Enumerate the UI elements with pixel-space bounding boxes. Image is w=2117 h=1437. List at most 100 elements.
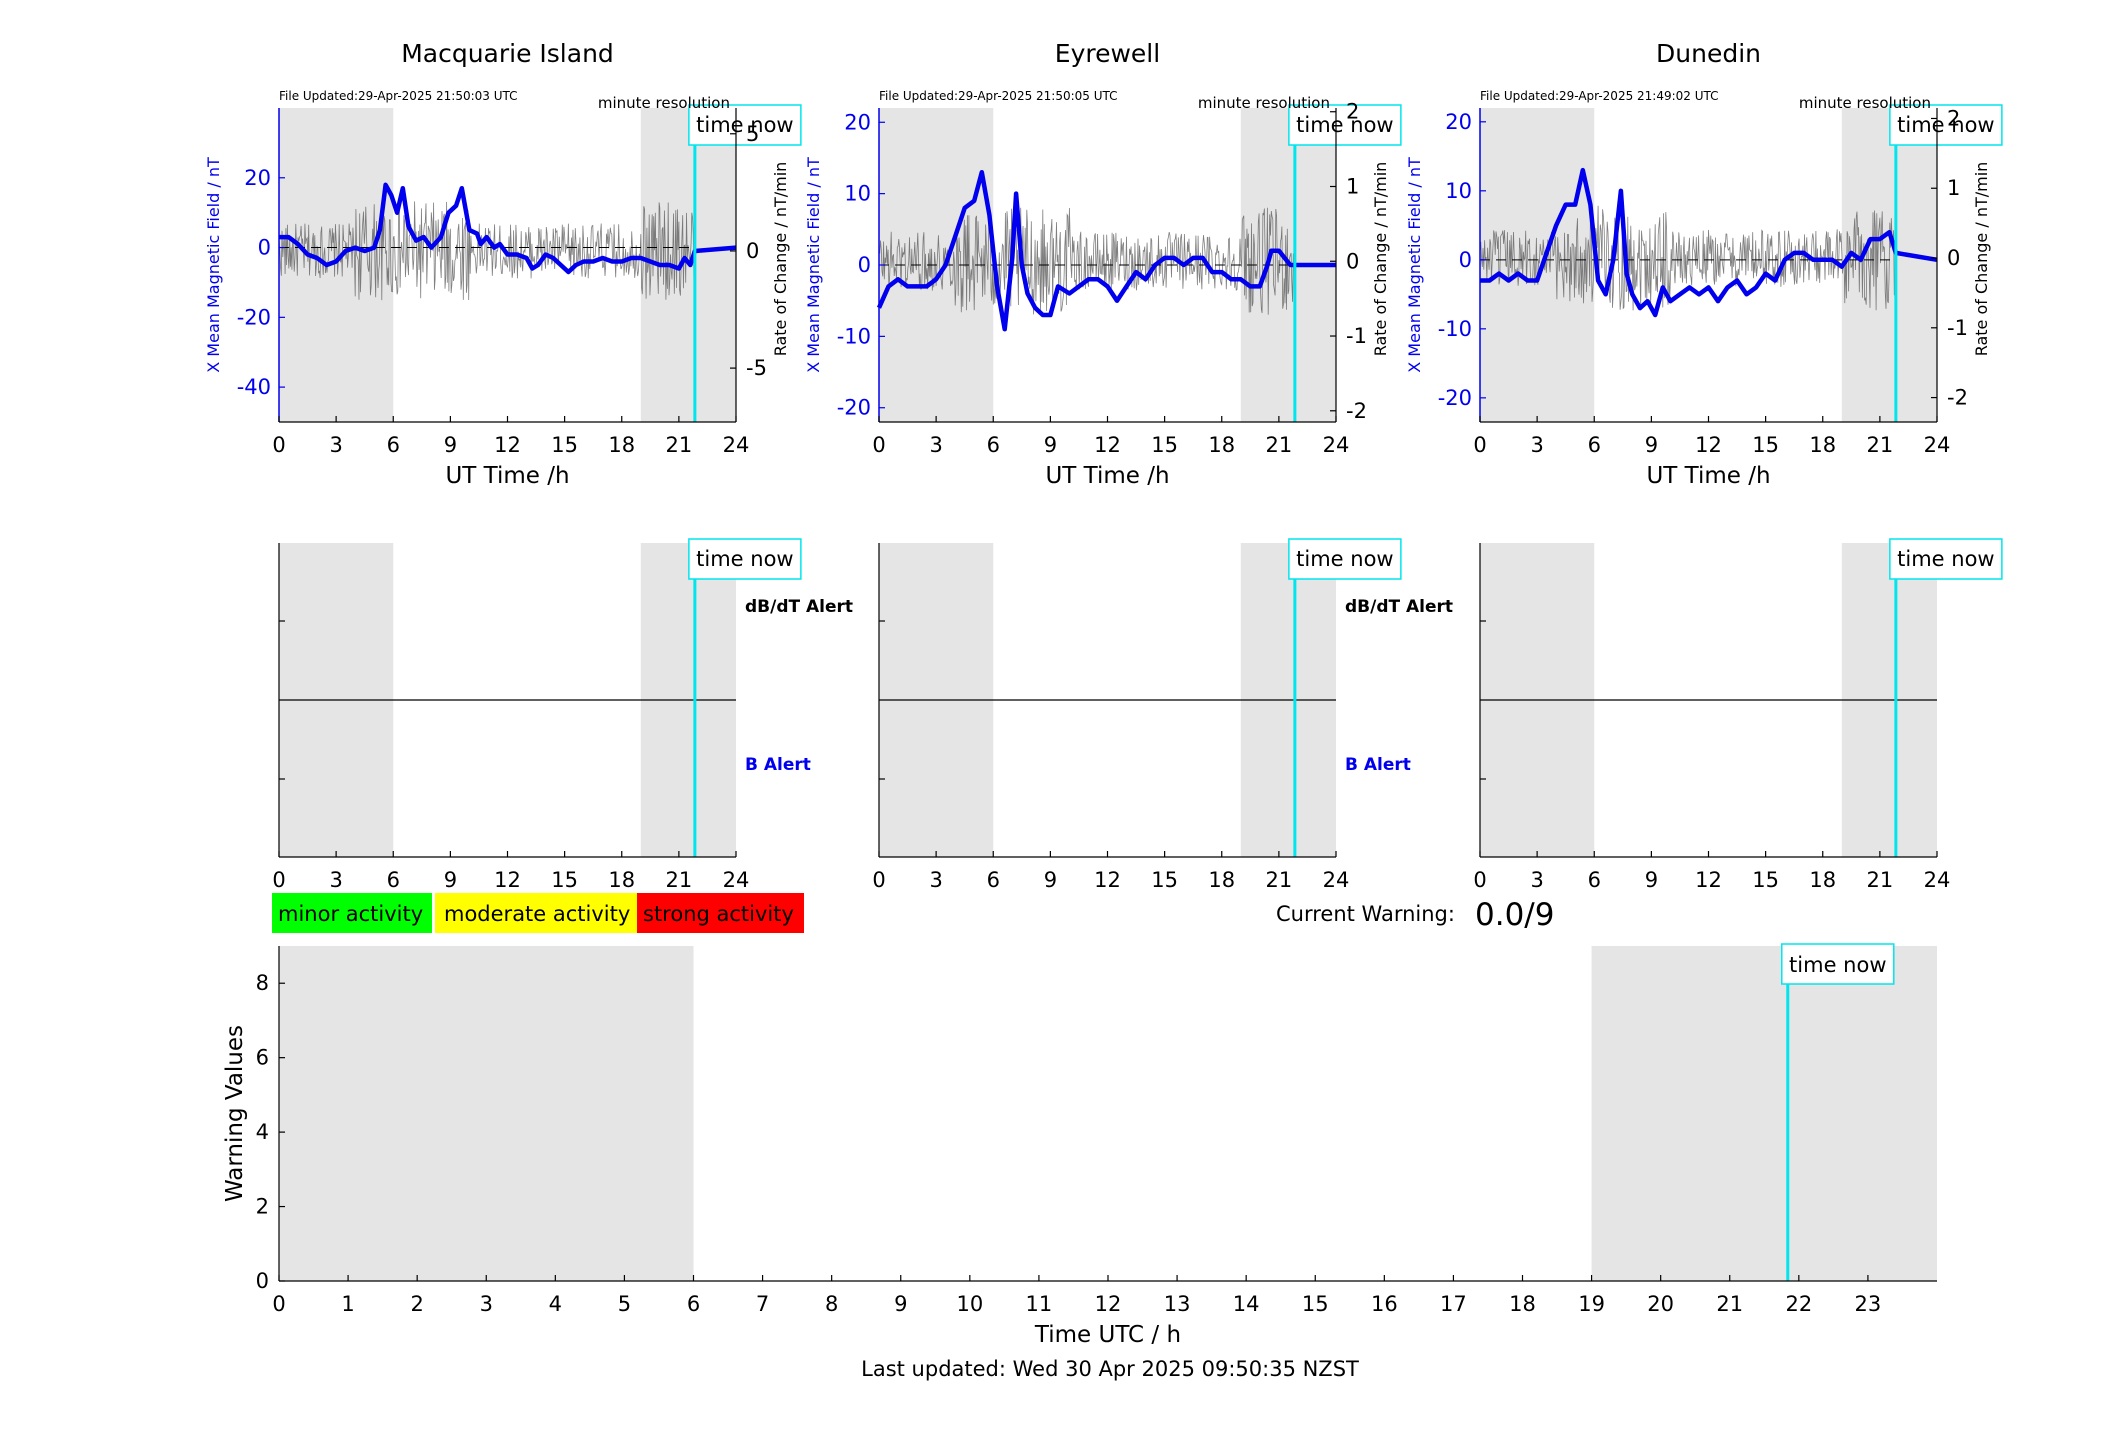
right-tick-label: 5 — [746, 122, 759, 146]
legend-strong-swatch — [637, 893, 804, 933]
alert-panel-2: time now 0 3 6 9 12 15 18 21 24 — [1473, 538, 2003, 892]
x-tick-label: 9 — [1645, 868, 1658, 892]
station-title: Macquarie Island — [401, 39, 614, 68]
x-tick-label: 8 — [825, 1292, 838, 1316]
mean-field-line — [1480, 167, 1938, 318]
x-tick-label: 9 — [1645, 433, 1658, 457]
x-tick-label: 6 — [387, 868, 400, 892]
time-now-box — [1288, 104, 1402, 146]
time-now-box — [1889, 104, 2003, 146]
right-tick-label: -1 — [1947, 316, 1968, 340]
time-now-label: time now — [1897, 113, 1994, 137]
x-tick-label: 16 — [1371, 1292, 1398, 1316]
right-tick-label: 1 — [1947, 176, 1960, 200]
right-tick-label: -1 — [1346, 324, 1367, 348]
x-tick-label: 19 — [1578, 1292, 1605, 1316]
legend-minor-swatch — [272, 893, 432, 933]
x-tick-label: 24 — [1323, 868, 1350, 892]
legend-strong-label: strong activity — [643, 902, 794, 926]
x-tick-label: 18 — [608, 433, 635, 457]
x-tick-label: 15 — [551, 433, 578, 457]
left-tick-label: 20 — [844, 110, 871, 134]
x-tick-label: 9 — [1044, 433, 1057, 457]
left-tick-label: -20 — [237, 305, 271, 329]
mean-field-line — [279, 182, 737, 275]
y-tick-label: 6 — [256, 1046, 269, 1070]
right-tick-label: 2 — [1947, 106, 1960, 130]
x-tick-label: 15 — [551, 868, 578, 892]
current-warning-value: 0.0/9 — [1475, 897, 1554, 933]
x-tick-label: 12 — [1094, 868, 1121, 892]
resolution-label: minute resolution — [1799, 94, 1931, 112]
alert-panel-1: time now 0 3 6 9 12 15 18 21 24 dB/dT Alert B Alert — [872, 538, 1453, 892]
x-tick-label: 18 — [608, 868, 635, 892]
file-updated: File Updated:29-Apr-2025 21:50:05 UTC — [879, 89, 1118, 103]
x-axis-label: UT Time /h — [1045, 463, 1169, 489]
x-tick-label: 15 — [1151, 433, 1178, 457]
x-tick-label: 18 — [1208, 868, 1235, 892]
legend-moderate-label: moderate activity — [444, 902, 630, 926]
time-now-label: time now — [696, 547, 793, 571]
station-panel-1: Eyrewell time now File Updated:29-Apr-2025… — [804, 39, 1402, 489]
time-now-box — [688, 104, 802, 146]
y-tick-label: 4 — [256, 1120, 269, 1144]
b-alert-label: B Alert — [745, 755, 811, 775]
x-tick-label: 6 — [987, 868, 1000, 892]
x-tick-label: 12 — [1695, 433, 1722, 457]
left-axis-label: X Mean Magnetic Field / nT — [1405, 157, 1424, 373]
x-tick-label: 15 — [1151, 868, 1178, 892]
x-tick-label: 3 — [929, 433, 942, 457]
night-shade — [279, 108, 394, 422]
x-tick-label: 21 — [1867, 868, 1894, 892]
station-title: Eyrewell — [1055, 39, 1160, 68]
x-tick-label: 3 — [329, 433, 342, 457]
right-tick-label: -2 — [1346, 399, 1367, 423]
y-tick-label: 8 — [256, 971, 269, 995]
x-tick-label: 0 — [1473, 868, 1486, 892]
x-tick-label: 18 — [1809, 433, 1836, 457]
footer-last-updated: Last updated: Wed 30 Apr 2025 09:50:35 N… — [861, 1357, 1359, 1381]
time-now-box — [1889, 538, 2003, 580]
x-tick-label: 10 — [956, 1292, 983, 1316]
x-tick-label: 9 — [1044, 868, 1057, 892]
time-now-label: time now — [696, 113, 793, 137]
mean-field-line — [876, 169, 1336, 332]
x-tick-label: 6 — [1588, 868, 1601, 892]
left-axis-label: X Mean Magnetic Field / nT — [804, 157, 823, 373]
x-tick-label: 9 — [894, 1292, 907, 1316]
x-tick-label: 3 — [929, 868, 942, 892]
time-now-box — [688, 538, 802, 580]
time-now-label: time now — [1897, 547, 1994, 571]
time-now-box — [1288, 538, 1402, 580]
time-now-box — [1781, 943, 1895, 985]
x-tick-label: 23 — [1855, 1292, 1882, 1316]
right-axis-label: Rate of Change / nT/min — [1371, 162, 1390, 357]
x-tick-label: 1 — [341, 1292, 354, 1316]
x-tick-label: 0 — [1473, 433, 1486, 457]
left-tick-label: -40 — [237, 375, 271, 399]
current-warning-label: Current Warning: — [1276, 902, 1455, 926]
dbdt-alert-label: dB/dT Alert — [1345, 597, 1453, 617]
x-tick-label: 13 — [1164, 1292, 1191, 1316]
left-tick-label: 0 — [1459, 248, 1472, 272]
right-tick-label: -2 — [1947, 386, 1968, 410]
time-now-label: time now — [1296, 113, 1393, 137]
file-updated: File Updated:29-Apr-2025 21:50:03 UTC — [279, 89, 518, 103]
resolution-label: minute resolution — [1198, 94, 1330, 112]
left-axis-label: X Mean Magnetic Field / nT — [204, 157, 223, 373]
left-tick-label: -10 — [1438, 317, 1472, 341]
x-tick-label: 20 — [1647, 1292, 1674, 1316]
x-tick-label: 17 — [1440, 1292, 1467, 1316]
x-tick-label: 0 — [872, 868, 885, 892]
x-tick-label: 24 — [1924, 868, 1951, 892]
x-tick-label: 0 — [272, 433, 285, 457]
night-shade — [1591, 946, 1937, 1281]
time-now-label: time now — [1789, 953, 1886, 977]
x-tick-label: 0 — [872, 433, 885, 457]
left-tick-label: -20 — [1438, 386, 1472, 410]
right-tick-label: 0 — [1346, 249, 1359, 273]
x-tick-label: 12 — [494, 868, 521, 892]
x-tick-label: 12 — [1094, 433, 1121, 457]
x-tick-label: 15 — [1752, 433, 1779, 457]
x-tick-label: 18 — [1509, 1292, 1536, 1316]
